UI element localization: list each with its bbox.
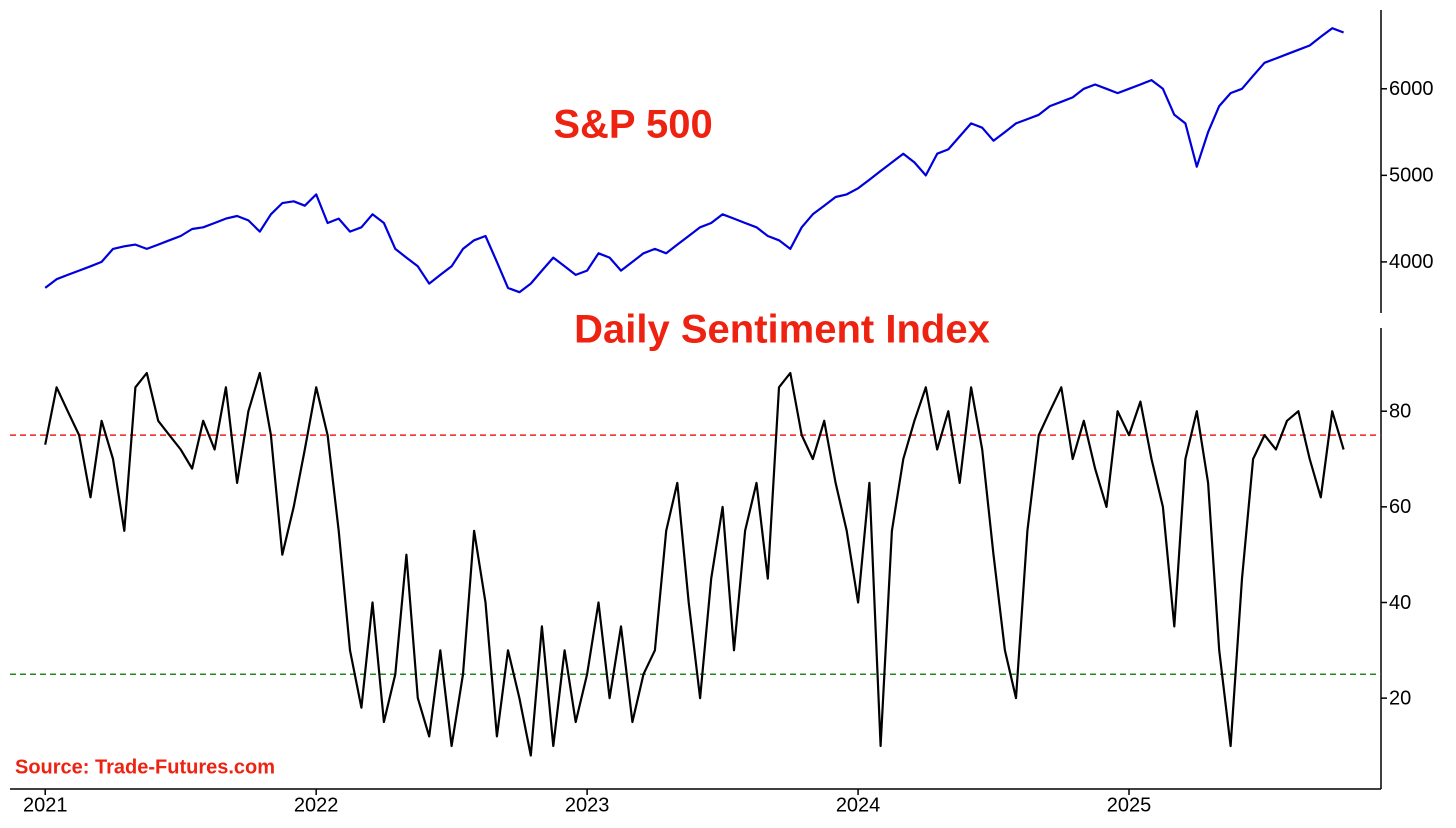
x-tick-label: 2022 <box>294 794 339 816</box>
x-tick-label: 2025 <box>1107 794 1152 816</box>
x-tick-label: 2021 <box>23 794 68 816</box>
y-tick-label: 20 <box>1389 687 1411 709</box>
chart-title: S&P 500 <box>553 103 712 147</box>
x-tick-label: 2024 <box>836 794 881 816</box>
y-tick-label: 5000 <box>1389 165 1434 187</box>
source-note: Source: Trade-Futures.com <box>15 756 275 778</box>
data-line <box>44 371 1345 757</box>
y-tick-label: 60 <box>1389 496 1411 518</box>
y-tick-label: 80 <box>1389 400 1411 422</box>
data-line <box>44 27 1344 294</box>
y-tick-label: 6000 <box>1389 78 1434 100</box>
y-tick-label: 4000 <box>1389 251 1434 273</box>
chart-title: Daily Sentiment Index <box>574 308 990 352</box>
y-tick-label: 40 <box>1389 592 1411 614</box>
x-tick-label: 2023 <box>565 794 610 816</box>
